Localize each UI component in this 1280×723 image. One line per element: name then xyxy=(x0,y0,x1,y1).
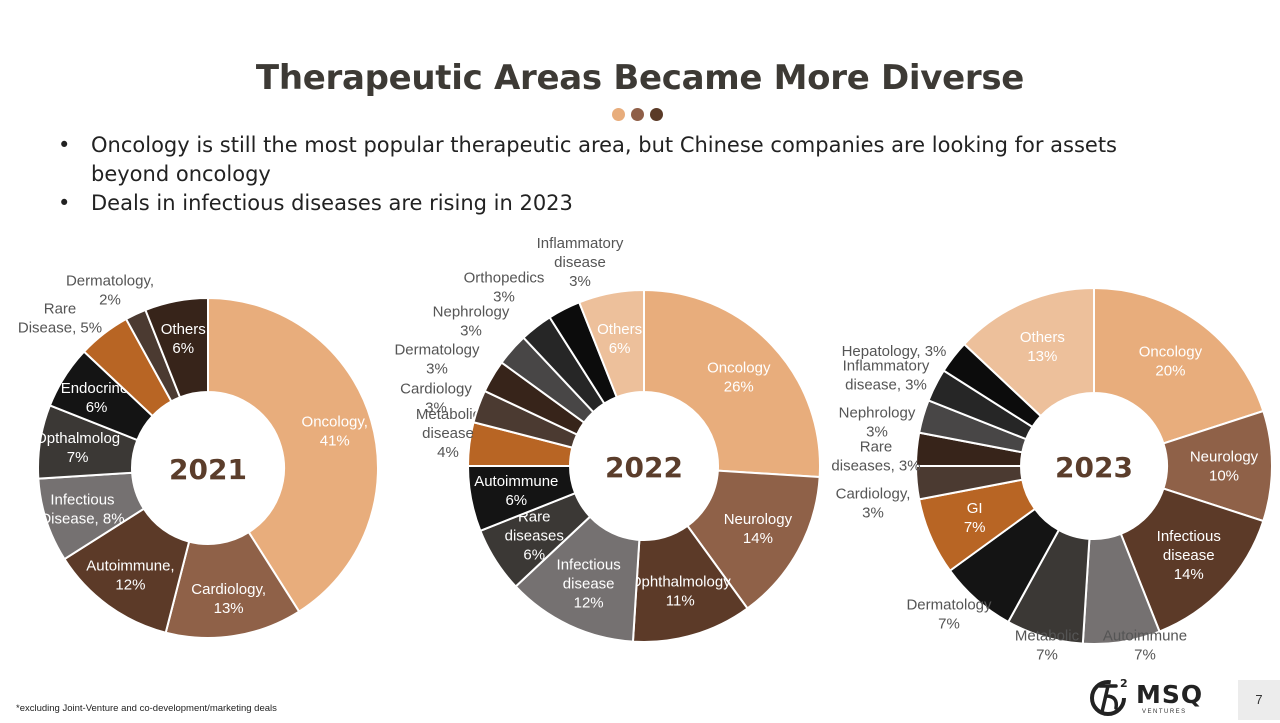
center-label-2023: 2023 xyxy=(1055,451,1133,484)
donut-chart-2022: Oncology 26%Neurology 14%Ophthalmology 11%I… xyxy=(394,235,821,643)
center-label-2021: 2021 xyxy=(169,453,247,486)
slice-infectious-disease xyxy=(514,515,641,643)
slice-label-cardiology: Cardiology, 3% xyxy=(836,486,911,522)
bullet-mark: • xyxy=(58,133,71,157)
bullet-mark: • xyxy=(58,191,71,215)
slice-label-oncology: Oncology 26% xyxy=(707,360,771,396)
slice-label-endocrine: Endocrine, 6% xyxy=(61,380,133,416)
logo-mark-icon: 2 xyxy=(1090,677,1128,716)
page-number: 7 xyxy=(1238,680,1280,720)
slice-infectious-disease xyxy=(1119,487,1265,633)
slice-label-autoimmune: Autoimmune, 12% xyxy=(86,557,174,593)
slice-label-others: Others 6% xyxy=(161,321,206,357)
slice-label-rare-diseases: Rare diseases 6% xyxy=(505,509,564,564)
slice-others xyxy=(962,286,1095,418)
slice-label-inflammatory-disease: Inflammatory disease, 3% xyxy=(843,358,930,394)
slice-label-others: Others 13% xyxy=(1020,329,1065,365)
logo-subtext: VENTURES xyxy=(1142,709,1187,715)
slice-label-orthopedics: Orthopedics 3% xyxy=(464,270,545,306)
dot-2 xyxy=(631,108,644,121)
slice-label-oncology: Oncology, 41% xyxy=(302,414,368,450)
slice-label-neurology: Neurology 10% xyxy=(1190,449,1259,485)
slice-label-oncology: Oncology 20% xyxy=(1139,343,1203,379)
slide-title: Therapeutic Areas Became More Diverse xyxy=(255,58,1025,98)
slice-neurology xyxy=(686,469,821,610)
footnote: *excluding Joint-Venture and co-developm… xyxy=(16,703,277,714)
slice-label-infectious-disease: Infectious Disease, 8% xyxy=(40,491,124,527)
slice-label-dermatology: Dermatology 3% xyxy=(394,342,480,378)
slice-label-metabolic-disease: Metabolic disease 4% xyxy=(416,406,481,461)
bullet-text: Oncology is still the most popular thera… xyxy=(91,133,1117,186)
slice-label-infectious-disease: Infectious disease 14% xyxy=(1157,528,1221,583)
slice-label-ophthalmology: Ophthalmology 11% xyxy=(630,573,731,609)
title-dots xyxy=(612,108,663,121)
slice-label-dermatology: Dermatology 7% xyxy=(906,597,992,633)
slice-label-cardiology: Cardiology, 13% xyxy=(191,581,266,617)
msq-logo: 2 MSQ VENTURES xyxy=(1086,674,1220,718)
slice-label-dermatology: Dermatology, 2% xyxy=(66,273,154,309)
slice-label-autoimmune: Autoimmune 7% xyxy=(1103,628,1187,664)
center-label-2022: 2022 xyxy=(605,451,683,484)
donut-chart-2021: Oncology, 41% Cardiology, 13% Autoimmune, 12%… xyxy=(18,273,380,639)
donut-chart-2023: Oncology 20% Neurology 10% Infectious disease… xyxy=(831,286,1273,664)
slice-others xyxy=(577,288,645,399)
slice-oncology xyxy=(643,288,821,479)
svg-text:2: 2 xyxy=(1120,677,1128,690)
slice-label-gi: GI 7% xyxy=(964,500,986,536)
dot-3 xyxy=(650,108,663,121)
bullet-item: • Deals in infectious diseases are risin… xyxy=(58,189,1198,218)
slice-label-opthalmology: Opthalmolog 7% xyxy=(35,430,120,466)
slice-label-infectious-disease: Infectious disease 12% xyxy=(557,557,621,612)
slice-label-rare-disease: Rare Disease, 5% xyxy=(18,301,102,337)
slice-others xyxy=(144,296,209,399)
slice-label-hepatology: Hepatology, 3% xyxy=(842,343,947,360)
logo-text: MSQ xyxy=(1136,680,1204,709)
slice-oncology xyxy=(1093,286,1265,445)
slice-label-nephrology: Nephrology 3% xyxy=(433,304,510,340)
slice-label-autoimmune: Autoimmune 6% xyxy=(474,473,558,509)
slice-label-others: Others 6% xyxy=(597,321,642,357)
bullet-item: • Oncology is still the most popular the… xyxy=(58,131,1198,189)
slice-label-neurology: Neurology 14% xyxy=(724,511,793,547)
slice-label-inflammatory-disease: Inflammatory disease 3% xyxy=(537,235,624,290)
bullet-text: Deals in infectious diseases are rising … xyxy=(91,191,573,215)
dot-1 xyxy=(612,108,625,121)
slice-label-cardiology: Cardiology 3% xyxy=(400,381,472,417)
slice-label-rare-diseases: Rare diseases, 3% xyxy=(831,439,920,475)
slice-label-nephrology: Nephrology 3% xyxy=(839,405,916,441)
slice-label-metabolic: Metabolic 7% xyxy=(1015,628,1080,664)
bullet-list: • Oncology is still the most popular the… xyxy=(58,131,1198,218)
